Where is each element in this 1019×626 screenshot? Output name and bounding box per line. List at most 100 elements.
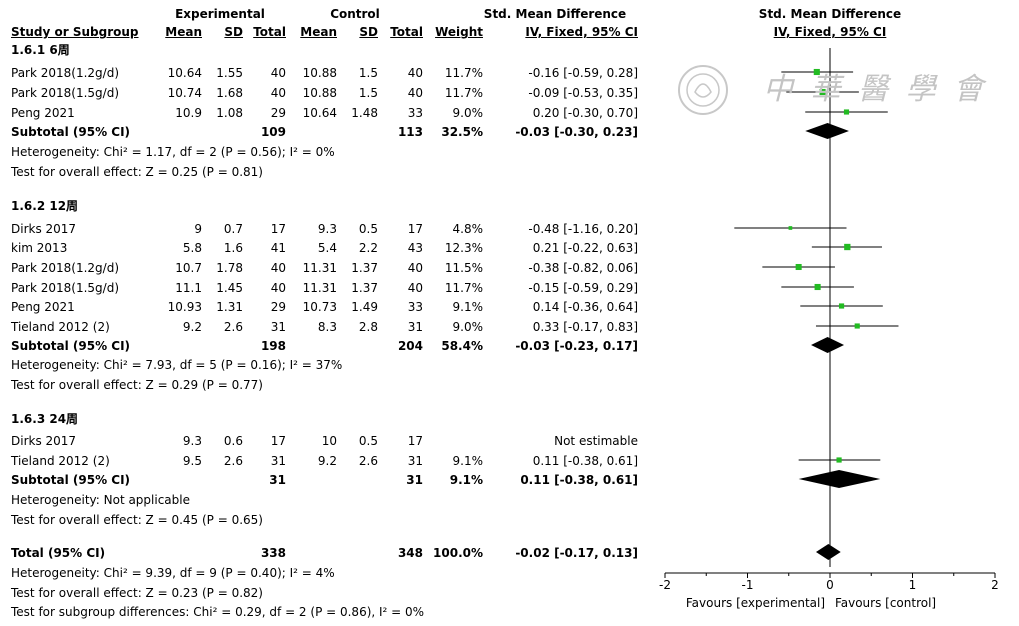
study-ct: 40 [407, 86, 423, 100]
study-esd: 0.6 [223, 434, 243, 448]
pooled-diamond [805, 123, 849, 139]
study-em: 10.74 [167, 86, 202, 100]
study-csd: 1.48 [351, 106, 378, 120]
col-weight: Weight [435, 25, 483, 39]
study-et: 40 [270, 281, 286, 295]
watermark-text: 中 華 醫 學 會 [763, 72, 988, 107]
study-ct: 17 [407, 434, 423, 448]
col-plot-sub: IV, Fixed, 95% CI [773, 25, 887, 39]
study-ci: -0.09 [-0.53, 0.35] [528, 86, 638, 100]
study-csd: 1.5 [358, 66, 378, 80]
study-ct: 40 [407, 261, 423, 275]
study-name: Tieland 2012 (2) [11, 320, 110, 334]
total-label: Total (95% CI) [11, 546, 106, 560]
effect-marker [843, 109, 850, 115]
subtotal-ci: -0.03 [-0.23, 0.17] [515, 339, 638, 353]
footer-text: Test for subgroup differences: Chi² = 0.… [11, 605, 425, 619]
study-ci: Not estimable [554, 434, 638, 448]
watermark: 中 華 醫 學 會 [675, 62, 983, 125]
study-esd: 1.31 [216, 300, 243, 314]
pooled-diamond [798, 470, 881, 488]
effect-marker [814, 283, 821, 291]
study-ci: 0.20 [-0.30, 0.70] [532, 106, 638, 120]
study-cm: 9.2 [317, 454, 337, 468]
overall-effect-text: Test for overall effect: Z = 0.25 (P = 0… [11, 165, 263, 179]
study-ct: 33 [407, 106, 423, 120]
study-cm: 8.3 [317, 320, 337, 334]
favours-control-label: Favours [control] [835, 596, 936, 610]
study-esd: 1.68 [216, 86, 243, 100]
study-cm: 10.73 [302, 300, 337, 314]
study-csd: 1.5 [358, 86, 378, 100]
study-esd: 2.6 [223, 454, 243, 468]
study-ct: 40 [407, 281, 423, 295]
total-w: 100.0% [433, 546, 483, 560]
subtotal-ct: 204 [397, 339, 423, 353]
col-exp-total: Total [253, 25, 286, 39]
total-et: 338 [260, 546, 286, 560]
study-w: 4.8% [452, 222, 484, 236]
subtotal-label: Subtotal (95% CI) [11, 473, 131, 487]
study-cm: 11.31 [302, 261, 337, 275]
pooled-diamond [815, 544, 841, 560]
overall-effect-text: Test for overall effect: Z = 0.29 (P = 0… [11, 378, 263, 392]
study-esd: 1.08 [216, 106, 243, 120]
study-name: Tieland 2012 (2) [11, 454, 110, 468]
x-tick-label: 2 [991, 578, 999, 592]
effect-marker [854, 323, 860, 329]
study-ct: 31 [407, 320, 423, 334]
col-study: Study or Subgroup [11, 25, 139, 39]
effect-marker [813, 68, 820, 76]
study-ct: 33 [407, 300, 423, 314]
footer-text: Heterogeneity: Chi² = 9.39, df = 9 (P = … [11, 566, 335, 580]
study-w: 9.1% [452, 300, 484, 314]
study-csd: 1.49 [351, 300, 378, 314]
study-em: 9 [194, 222, 202, 236]
x-tick-label: 0 [826, 578, 834, 592]
col-ctl-total: Total [390, 25, 423, 39]
study-esd: 2.6 [223, 320, 243, 334]
subtotal-label: Subtotal (95% CI) [11, 125, 131, 139]
subgroup-title: 1.6.2 12周 [11, 199, 79, 213]
study-csd: 1.37 [351, 281, 378, 295]
x-tick-label: -2 [659, 578, 671, 592]
study-em: 11.1 [175, 281, 202, 295]
study-cm: 10.88 [302, 66, 337, 80]
study-name: Park 2018(1.2g/d) [11, 66, 120, 80]
study-cm: 5.4 [317, 241, 337, 255]
study-ci: 0.33 [-0.17, 0.83] [532, 320, 638, 334]
favours-experimental-label: Favours [experimental] [686, 596, 825, 610]
study-cm: 9.3 [317, 222, 337, 236]
study-csd: 0.5 [358, 222, 378, 236]
study-ct: 31 [407, 454, 423, 468]
subtotal-ct: 113 [397, 125, 423, 139]
study-esd: 1.55 [216, 66, 243, 80]
subtotal-et: 31 [269, 473, 286, 487]
study-et: 40 [270, 86, 286, 100]
study-w: 11.7% [444, 281, 483, 295]
study-ci: -0.48 [-1.16, 0.20] [528, 222, 638, 236]
study-cm: 10 [321, 434, 337, 448]
watermark-seal-icon [678, 65, 728, 115]
study-name: Park 2018(1.5g/d) [11, 86, 120, 100]
effect-marker [795, 263, 802, 271]
study-name: Dirks 2017 [11, 434, 77, 448]
subtotal-ci: -0.03 [-0.30, 0.23] [515, 125, 638, 139]
study-et: 40 [270, 261, 286, 275]
study-et: 31 [270, 454, 286, 468]
study-name: Park 2018(1.5g/d) [11, 281, 120, 295]
heterogeneity-text: Heterogeneity: Chi² = 7.93, df = 5 (P = … [11, 358, 343, 372]
subtotal-label: Subtotal (95% CI) [11, 339, 131, 353]
study-name: kim 2013 [11, 241, 68, 255]
heterogeneity-text: Heterogeneity: Chi² = 1.17, df = 2 (P = … [11, 145, 335, 159]
study-w: 9.1% [452, 454, 484, 468]
header-experimental: Experimental [175, 7, 265, 21]
study-ci: 0.11 [-0.38, 0.61] [532, 454, 638, 468]
study-ci: 0.14 [-0.36, 0.64] [532, 300, 638, 314]
total-ct: 348 [397, 546, 423, 560]
header-control: Control [330, 7, 380, 21]
effect-marker [788, 226, 793, 230]
study-name: Peng 2021 [11, 300, 75, 314]
study-w: 12.3% [444, 241, 483, 255]
